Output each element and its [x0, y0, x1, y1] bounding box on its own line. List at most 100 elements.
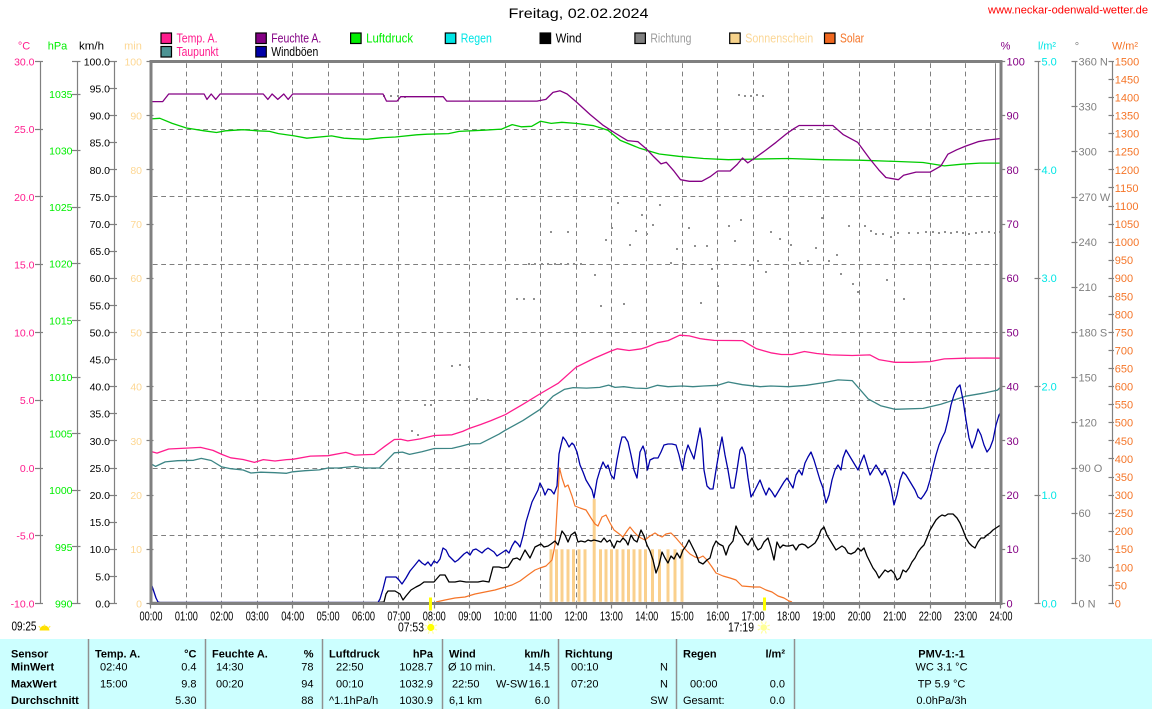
- svg-text:5.0: 5.0: [1042, 56, 1057, 68]
- svg-text:07:53: 07:53: [398, 619, 424, 634]
- svg-text:50: 50: [1115, 580, 1127, 592]
- svg-text:1250: 1250: [1115, 147, 1139, 159]
- svg-text:Richtung: Richtung: [650, 31, 691, 45]
- svg-text:0.0: 0.0: [1042, 598, 1057, 610]
- svg-text:50: 50: [130, 327, 142, 339]
- svg-text:90: 90: [130, 111, 142, 123]
- svg-text:02:00: 02:00: [210, 609, 233, 624]
- svg-text:450: 450: [1115, 436, 1133, 448]
- svg-text:1500: 1500: [1115, 56, 1139, 68]
- svg-text:MaxWert: MaxWert: [11, 678, 57, 690]
- svg-text:TP 5.9 °C: TP 5.9 °C: [918, 678, 966, 690]
- svg-text:10:00: 10:00: [494, 609, 517, 624]
- svg-text:100: 100: [1115, 562, 1133, 574]
- svg-text:09:25: 09:25: [12, 618, 37, 633]
- svg-text:0.0: 0.0: [95, 598, 110, 610]
- svg-text:08:00: 08:00: [423, 609, 446, 624]
- svg-text:30: 30: [1007, 436, 1019, 448]
- svg-text:1015: 1015: [49, 315, 73, 327]
- svg-text:400: 400: [1115, 454, 1133, 466]
- svg-text:24:00: 24:00: [990, 609, 1013, 624]
- svg-text:1300: 1300: [1115, 129, 1139, 141]
- svg-text:%: %: [1001, 41, 1011, 53]
- svg-text:www.neckar-odenwald-wetter.de: www.neckar-odenwald-wetter.de: [987, 5, 1148, 17]
- svg-text:0.0: 0.0: [770, 678, 785, 690]
- svg-text:1000: 1000: [1115, 237, 1139, 249]
- svg-text:2.0: 2.0: [1042, 382, 1057, 394]
- svg-text:50.0: 50.0: [90, 327, 111, 339]
- svg-text:20: 20: [1007, 490, 1019, 502]
- svg-text:00:00: 00:00: [690, 678, 718, 690]
- svg-text:hPa: hPa: [413, 648, 434, 660]
- svg-text:250: 250: [1115, 508, 1133, 520]
- svg-text:15:00: 15:00: [100, 678, 128, 690]
- svg-text:20: 20: [130, 490, 142, 502]
- svg-text:l/m²: l/m²: [1038, 41, 1056, 53]
- svg-text:5.0: 5.0: [95, 571, 110, 583]
- svg-text:40.0: 40.0: [90, 382, 111, 394]
- svg-text:180 S: 180 S: [1079, 327, 1108, 339]
- svg-text:1032.9: 1032.9: [399, 678, 433, 690]
- svg-text:Richtung: Richtung: [565, 648, 613, 660]
- svg-text:Luftdruck: Luftdruck: [329, 648, 381, 660]
- svg-text:Solar: Solar: [840, 31, 864, 45]
- svg-text:Wind: Wind: [449, 648, 476, 660]
- svg-text:WC 3.1 °C: WC 3.1 °C: [915, 661, 967, 673]
- svg-text:25.0: 25.0: [14, 124, 35, 136]
- svg-text:6.0: 6.0: [535, 695, 550, 707]
- svg-text:500: 500: [1115, 418, 1133, 430]
- svg-text:4.0: 4.0: [1042, 165, 1057, 177]
- svg-text:SW: SW: [650, 695, 668, 707]
- svg-text:Regen: Regen: [461, 31, 492, 45]
- svg-text:200: 200: [1115, 526, 1133, 538]
- svg-text:18:00: 18:00: [777, 609, 800, 624]
- svg-text:30.0: 30.0: [90, 436, 111, 448]
- svg-text:1100: 1100: [1115, 201, 1139, 213]
- svg-text:N: N: [660, 661, 668, 673]
- svg-text:14:30: 14:30: [216, 661, 244, 673]
- svg-text:22:50: 22:50: [336, 661, 364, 673]
- svg-text:1000: 1000: [49, 485, 73, 497]
- svg-text:60: 60: [130, 273, 142, 285]
- svg-text:6,1 km: 6,1 km: [449, 695, 482, 707]
- svg-text:10.0: 10.0: [14, 327, 35, 339]
- svg-text:1030.9: 1030.9: [399, 695, 433, 707]
- svg-text:80: 80: [1007, 165, 1019, 177]
- svg-text:120: 120: [1079, 418, 1097, 430]
- svg-text:21:00: 21:00: [883, 609, 906, 624]
- svg-text:13:00: 13:00: [600, 609, 623, 624]
- svg-text:16.1: 16.1: [529, 678, 550, 690]
- svg-text:3.0: 3.0: [1042, 273, 1057, 285]
- svg-text:%: %: [304, 648, 314, 660]
- svg-text:20:00: 20:00: [848, 609, 871, 624]
- svg-text:5.30: 5.30: [175, 695, 196, 707]
- svg-text:55.0: 55.0: [90, 300, 111, 312]
- svg-text:900: 900: [1115, 273, 1133, 285]
- svg-text:100: 100: [124, 56, 142, 68]
- svg-text:02:40: 02:40: [100, 661, 128, 673]
- svg-text:22:50: 22:50: [452, 678, 480, 690]
- svg-text:70.0: 70.0: [90, 219, 111, 231]
- svg-text:85.0: 85.0: [90, 138, 111, 150]
- svg-text:Ø 10 min.: Ø 10 min.: [448, 661, 496, 673]
- svg-text:1005: 1005: [49, 429, 73, 441]
- svg-text:995: 995: [55, 542, 73, 554]
- svg-text:650: 650: [1115, 364, 1133, 376]
- svg-text:750: 750: [1115, 327, 1133, 339]
- svg-text:50: 50: [1007, 327, 1019, 339]
- svg-text:23:00: 23:00: [954, 609, 977, 624]
- svg-text:l/m²: l/m²: [765, 648, 785, 660]
- svg-text:0: 0: [136, 598, 142, 610]
- svg-text:88: 88: [301, 695, 313, 707]
- svg-text:°: °: [1075, 41, 1079, 53]
- svg-text:Feuchte A.: Feuchte A.: [271, 31, 321, 45]
- svg-text:60: 60: [1079, 508, 1091, 520]
- svg-text:03:00: 03:00: [246, 609, 269, 624]
- svg-text:Temp. A.: Temp. A.: [95, 648, 140, 660]
- svg-text:360 N: 360 N: [1079, 56, 1108, 68]
- svg-text:550: 550: [1115, 400, 1133, 412]
- svg-text:15.0: 15.0: [90, 517, 111, 529]
- svg-text:22:00: 22:00: [919, 609, 942, 624]
- svg-text:95.0: 95.0: [90, 84, 111, 96]
- svg-text:19:00: 19:00: [812, 609, 835, 624]
